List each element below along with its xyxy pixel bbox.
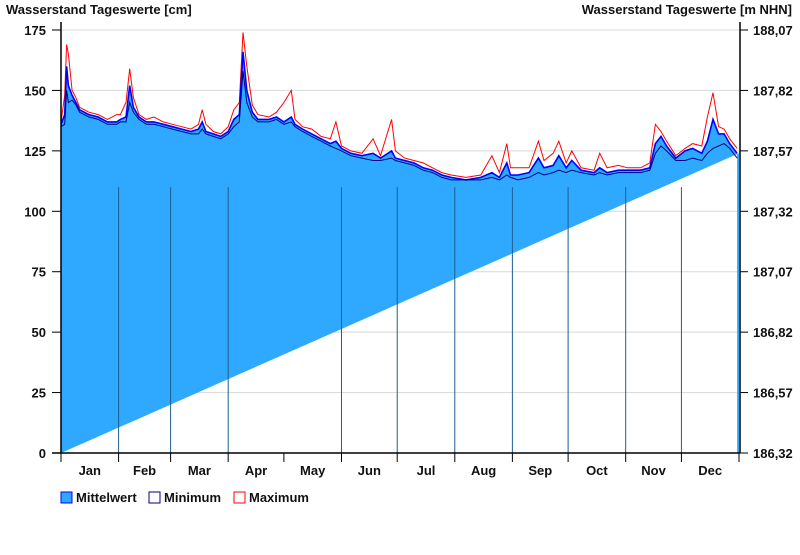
plot-area — [60, 32, 739, 454]
month-label-sep: Sep — [528, 463, 552, 478]
y-tick-label-right: 186,32 — [753, 446, 793, 461]
month-label-may: May — [300, 463, 326, 478]
y-tick-label-left: 25 — [32, 386, 46, 401]
legend-swatch-minimum — [148, 491, 161, 504]
y-tick-label-right: 186,57 — [753, 386, 793, 401]
legend-swatch-maximum — [233, 491, 246, 504]
month-label-jun: Jun — [358, 463, 381, 478]
y-tick-label-left: 150 — [24, 83, 46, 98]
month-label-apr: Apr — [245, 463, 267, 478]
y-tick-label-right: 187,57 — [753, 144, 793, 159]
legend: Mittelwert Minimum Maximum — [60, 490, 309, 505]
mittelwert-line — [60, 51, 738, 181]
maximum-line — [60, 32, 738, 178]
y-tick-label-left: 125 — [24, 144, 46, 159]
month-label-dec: Dec — [698, 463, 722, 478]
mittelwert-area — [61, 51, 739, 454]
month-label-nov: Nov — [641, 463, 666, 478]
y-tick-label-left: 175 — [24, 23, 46, 38]
y-tick-label-right: 186,82 — [753, 325, 793, 340]
y-tick-label-left: 75 — [32, 265, 46, 280]
legend-label-minimum: Minimum — [164, 490, 221, 505]
month-label-mar: Mar — [188, 463, 211, 478]
legend-label-mittelwert: Mittelwert — [76, 490, 137, 505]
month-label-jan: Jan — [79, 463, 101, 478]
legend-label-maximum: Maximum — [249, 490, 309, 505]
y-tick-label-left: 100 — [24, 204, 46, 219]
minimum-line — [60, 71, 738, 181]
month-label-jul: Jul — [417, 463, 436, 478]
right-axis-title: Wasserstand Tageswerte [m NHN] — [582, 2, 792, 17]
y-tick-label-right: 187,07 — [753, 265, 793, 280]
y-tick-label-right: 187,32 — [753, 204, 793, 219]
month-label-feb: Feb — [133, 463, 156, 478]
y-tick-label-left: 50 — [32, 325, 46, 340]
month-label-oct: Oct — [586, 463, 608, 478]
month-label-aug: Aug — [471, 463, 496, 478]
axes: 0 186,32 25 186,57 50 186,82 75 187,07 100 187,32… — [24, 22, 793, 478]
legend-swatch-mittelwert — [60, 491, 73, 504]
y-tick-label-left: 0 — [39, 446, 46, 461]
y-tick-label-right: 187,82 — [753, 83, 793, 98]
left-axis-title: Wasserstand Tageswerte [cm] — [6, 2, 192, 17]
y-tick-label-right: 188,07 — [753, 23, 793, 38]
